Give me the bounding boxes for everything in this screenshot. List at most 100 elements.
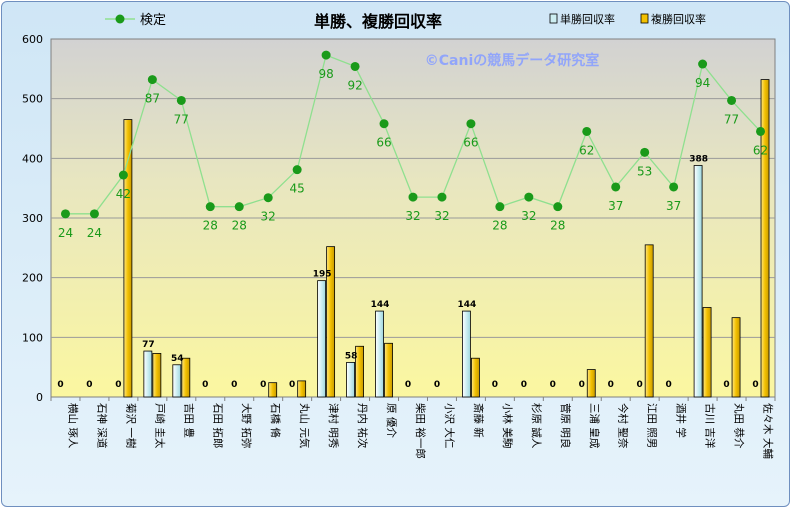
place-bar <box>326 246 336 398</box>
line-series: 24 24 42 87 77 28 28 32 45 98 92 66 32 32 66 28 32 28 62 37… <box>58 50 768 240</box>
bars <box>123 79 770 398</box>
place-bar <box>471 357 480 398</box>
win-bar <box>317 280 327 398</box>
y-axis: 0 100 200 300 400 500 600 <box>22 33 776 404</box>
place-bar <box>760 79 770 398</box>
win-value-label: 0 <box>579 380 585 390</box>
win-value-label: 0 <box>521 380 527 390</box>
y-tick-label: 500 <box>22 93 43 106</box>
x-tick-label: 杉原 誠人 <box>530 403 543 449</box>
line-point-label: 32 <box>261 210 276 224</box>
place-bar <box>268 382 278 398</box>
win-value-label: 0 <box>202 380 208 390</box>
line-point-label: 53 <box>637 164 652 178</box>
x-tick-label: 石田 拓郎 <box>211 403 224 448</box>
place-bar <box>702 307 712 398</box>
x-tick-label: 三浦 皇成 <box>588 403 601 449</box>
bar-labels: 0 0 0 77 54 0 0 0 0 195 58 144 0 0 144 0 0 0 0 0 0 0 388 0 0 <box>57 154 758 390</box>
win-value-label: 77 <box>142 340 155 350</box>
win-bar <box>693 165 703 398</box>
line-point-label: 24 <box>87 226 102 240</box>
line-point-label: 45 <box>290 182 305 196</box>
line-point-label: 28 <box>203 219 218 233</box>
y-tick-label: 100 <box>22 331 43 344</box>
win-value-label: 388 <box>689 154 708 164</box>
line-point-label: 37 <box>608 199 623 213</box>
line-point-label: 77 <box>174 112 189 126</box>
x-tick-label: 石神 深道 <box>95 403 108 449</box>
x-tick-label: 吉田 豊 <box>182 403 195 438</box>
line-point <box>321 50 331 60</box>
x-tick-label: 斎藤 新 <box>472 403 485 438</box>
line-point-label: 32 <box>434 209 449 223</box>
line-point <box>437 192 447 202</box>
x-tick-label: 戸崎 圭太 <box>153 403 166 449</box>
line-point <box>176 95 186 105</box>
win-bar <box>172 364 182 398</box>
win-bar <box>375 310 384 398</box>
line-point <box>582 126 592 136</box>
place-bar <box>297 380 307 398</box>
chart-title: 単勝、複勝回収率 <box>314 12 442 31</box>
x-tick-label: 石橋 脩 <box>269 403 282 438</box>
place-bar <box>384 342 393 398</box>
x-tick-label: 小沢 大仁 <box>443 403 456 448</box>
line-point <box>698 59 708 69</box>
line-point-label: 28 <box>492 219 507 233</box>
line-point <box>292 165 302 175</box>
line-point-label: 87 <box>145 92 160 106</box>
y-tick-label: 600 <box>22 33 43 46</box>
line-point <box>466 119 476 129</box>
line-point-label: 24 <box>58 226 73 240</box>
line-point-label: 98 <box>318 67 333 81</box>
line-point-label: 62 <box>579 143 594 157</box>
win-value-label: 0 <box>405 380 411 390</box>
line-point-label: 66 <box>376 136 391 150</box>
legend-line: 検定 <box>105 13 166 28</box>
place-bar <box>731 317 741 398</box>
line-point <box>669 182 679 192</box>
win-value-label: 0 <box>86 380 92 390</box>
line-point-label: 94 <box>695 76 710 90</box>
line-point <box>379 119 389 129</box>
win-value-label: 54 <box>171 354 184 364</box>
watermark-text: ©Caniの競馬データ研究室 <box>425 52 600 69</box>
line-point <box>524 192 534 202</box>
y-tick-label: 300 <box>22 212 43 225</box>
place-bar <box>586 369 596 398</box>
win-value-label: 0 <box>752 380 758 390</box>
x-tick-label: 酒井 学 <box>675 403 688 438</box>
win-value-label: 0 <box>434 380 440 390</box>
x-tick-label: 菅原 明良 <box>559 403 572 448</box>
win-value-label: 0 <box>115 380 121 390</box>
x-tick-label: 今村 聖奈 <box>617 403 630 449</box>
line-point-label: 28 <box>232 219 247 233</box>
win-value-label: 0 <box>260 380 266 390</box>
line-point <box>350 61 360 71</box>
win-value-label: 0 <box>57 380 63 390</box>
line-point-label: 77 <box>724 112 739 126</box>
win-value-label: 58 <box>345 351 358 361</box>
x-tick-label: 菊沢 一樹 <box>124 403 137 449</box>
legend-win-swatch <box>549 13 558 24</box>
x-tick-label: 丸田 恭介 <box>733 403 746 449</box>
line-point <box>408 192 418 202</box>
legend-bars: 単勝回収率 複勝回収率 <box>549 12 706 26</box>
win-bar <box>462 310 471 398</box>
win-value-label: 0 <box>637 380 643 390</box>
x-tick-label: 佐々木 大輔 <box>762 403 775 459</box>
win-value-label: 144 <box>371 300 390 310</box>
x-axis-labels: 横山 琢人 石神 深道 菊沢 一樹 戸崎 圭太 吉田 豊 石田 拓郎 大野 拓弥 石橋 脩 丸山… <box>66 403 774 459</box>
x-tick-label: 丹内 祐次 <box>356 403 369 449</box>
x-tick-label: 大野 拓弥 <box>240 403 253 449</box>
y-tick-label: 0 <box>36 391 43 404</box>
line-point-label: 37 <box>666 199 681 213</box>
x-tick-label: 丸山 元気 <box>298 403 311 449</box>
line-point-label: 62 <box>753 143 768 157</box>
place-bar <box>644 244 654 398</box>
line-point <box>553 202 563 212</box>
x-tick-label: 小林 美駒 <box>501 403 514 448</box>
y-tick-label: 200 <box>22 272 43 285</box>
place-bar <box>181 357 191 398</box>
